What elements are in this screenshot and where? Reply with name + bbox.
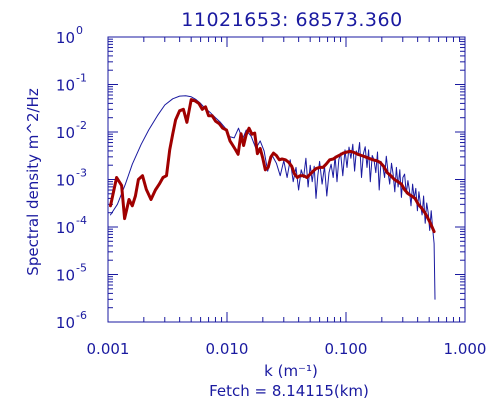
y-tick-label: 10	[56, 219, 75, 237]
y-tick-label: 10	[56, 267, 75, 285]
model-spectrum-line	[109, 98, 436, 234]
tick-labels: 0.001 0.010 0.100 1.00010-610-510-410-310-2…	[56, 24, 487, 358]
y-tick-label: 10	[56, 314, 75, 332]
series-layer	[109, 95, 436, 300]
axis-ticks	[107, 37, 466, 323]
y-tick-exponent: -2	[76, 119, 87, 132]
y-tick-label: 10	[56, 77, 75, 95]
y-tick-exponent: -6	[76, 309, 87, 322]
y-tick-label: 10	[56, 124, 75, 142]
measured-spectrum-line	[110, 95, 436, 300]
x-tick-label: 0.100	[325, 340, 368, 358]
y-tick-exponent: 0	[76, 24, 83, 37]
x-axis-label: k (m⁻¹)	[264, 362, 318, 380]
x-tick-label: 0.010	[206, 340, 249, 358]
x-tick-label: 0.001	[87, 340, 130, 358]
y-tick-label: 10	[56, 172, 75, 190]
y-tick-exponent: -1	[76, 72, 87, 85]
y-tick-label: 10	[56, 29, 75, 47]
y-tick-exponent: -5	[76, 262, 87, 275]
fetch-label: Fetch = 8.14115(km)	[209, 382, 369, 400]
x-tick-label: 1.000	[444, 340, 487, 358]
y-tick-exponent: -4	[76, 214, 87, 227]
y-tick-exponent: -3	[76, 167, 87, 180]
chart-title: 11021653: 68573.360	[181, 9, 402, 31]
y-axis-label: Spectral density m^2/Hz	[24, 88, 42, 276]
